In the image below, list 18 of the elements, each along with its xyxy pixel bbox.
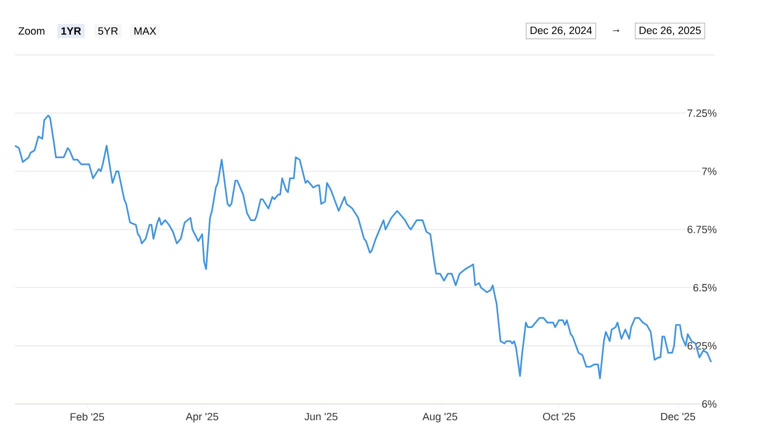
x-tick-label: Oct '25 <box>543 412 576 420</box>
x-tick-label: Dec '25 <box>661 412 696 420</box>
text: Dec 26, 2024 <box>530 26 592 36</box>
text: → <box>612 30 620 32</box>
text: Zoom <box>18 27 44 35</box>
x-tick-label: Apr '25 <box>186 412 218 422</box>
x-tick-label: Jun '25 <box>304 412 338 420</box>
y-tick-label: 7% <box>702 168 716 175</box>
text: 5YR <box>98 27 118 35</box>
y-tick-label: 6% <box>702 400 716 408</box>
y-tick-label: 7.25% <box>688 109 716 117</box>
x-tick-label: Aug '25 <box>422 412 458 422</box>
text: Dec 26, 2025 <box>640 26 701 36</box>
y-tick-label: 6.5% <box>693 284 716 292</box>
text: 1YR <box>61 27 82 35</box>
y-tick-label: 6.75% <box>688 226 716 234</box>
text: MAX <box>134 27 156 35</box>
x-tick-label: Feb '25 <box>70 412 104 421</box>
